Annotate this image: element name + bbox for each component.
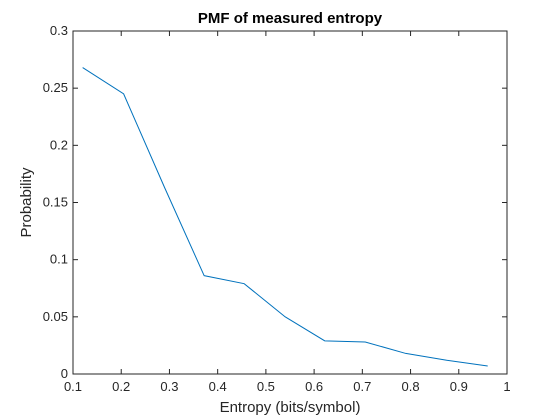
y-tick-label: 0.1 [50,252,68,267]
x-tick-label: 0.3 [160,379,178,394]
data-point [487,365,488,366]
y-tick-label: 0.25 [43,80,68,95]
x-tick-label: 1 [503,379,510,394]
data-point [123,93,124,94]
plot-area: 0.1 0.2 0.3 0.4 0.5 0.6 0.7 0.8 0.9 1 0 0.05 0.1 0.1… [43,23,511,394]
data-point [82,67,83,68]
x-tick-label: 0.5 [257,379,275,394]
x-tick-label: 0.6 [305,379,323,394]
data-point [204,275,205,276]
data-point [285,316,286,317]
y-tick-label: 0.05 [43,309,68,324]
y-tick-label: 0.15 [43,195,68,210]
x-axis-label: Entropy (bits/symbol) [220,399,361,416]
data-point [405,353,406,354]
data-point [324,340,325,341]
y-tick-label: 0 [61,366,68,381]
y-tick-label: 0.2 [50,137,68,152]
data-point [365,341,366,342]
y-axis-label: Probability [18,167,35,238]
data-point [244,283,245,284]
chart-title: PMF of measured entropy [198,10,383,27]
axes-box [73,31,507,374]
y-tick-label: 0.3 [50,23,68,38]
x-tick-label: 0.8 [402,379,420,394]
x-tick-label: 0.7 [353,379,371,394]
data-point [164,187,165,188]
x-tick-label: 0.2 [112,379,130,394]
x-tick-label: 0.4 [209,379,227,394]
x-tick-label: 0.9 [450,379,468,394]
x-tick-label: 0.1 [64,379,82,394]
data-point [446,360,447,361]
